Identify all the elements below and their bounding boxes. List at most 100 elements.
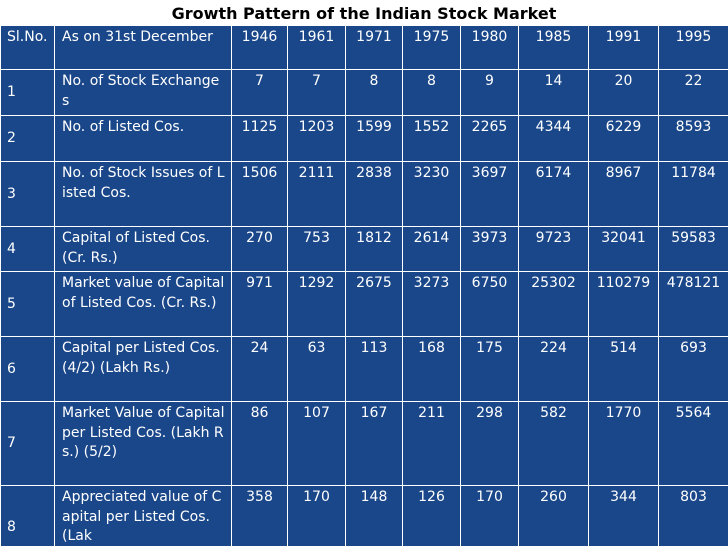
header-sl-no: Sl.No.	[0, 25, 55, 70]
table-cell: 168	[402, 336, 461, 402]
header-year-1961: 1961	[287, 25, 346, 70]
table-cell: 270	[231, 226, 288, 272]
row-sl-number: 2	[0, 115, 55, 162]
table-cell: 6174	[518, 161, 589, 227]
table-cell: 8967	[588, 161, 659, 227]
table-cell: 211	[402, 401, 461, 486]
table-cell: 260	[518, 485, 589, 546]
header-year-1991: 1991	[588, 25, 659, 70]
row-sl-number: 1	[0, 69, 55, 116]
row-sl-number: 5	[0, 271, 55, 337]
table-cell: 2838	[345, 161, 403, 227]
row-description: Market Value of Capital per Listed Cos. …	[54, 401, 232, 486]
row-description: Appreciated value of Capital per Listed …	[54, 485, 232, 546]
table-cell: 2675	[345, 271, 403, 337]
table-row: 7 Market Value of Capital per Listed Cos…	[0, 401, 728, 486]
row-sl-number: 4	[0, 226, 55, 272]
table-cell: 14	[518, 69, 589, 116]
table-cell: 1599	[345, 115, 403, 162]
table-cell: 3230	[402, 161, 461, 227]
table-cell: 6750	[460, 271, 519, 337]
table-row: 8 Appreciated value of Capital per Liste…	[0, 485, 728, 546]
table-cell: 582	[518, 401, 589, 486]
table-cell: 22	[658, 69, 728, 116]
table-cell: 1552	[402, 115, 461, 162]
table-cell: 25302	[518, 271, 589, 337]
table-cell: 5564	[658, 401, 728, 486]
table-cell: 224	[518, 336, 589, 402]
row-description: No. of Listed Cos.	[54, 115, 232, 162]
header-year-1980: 1980	[460, 25, 519, 70]
table-cell: 1812	[345, 226, 403, 272]
header-year-1995: 1995	[658, 25, 728, 70]
table-cell: 148	[345, 485, 403, 546]
table-cell: 32041	[588, 226, 659, 272]
table-row: 1 No. of Stock Exchanges 7 7 8 8 9 14 20…	[0, 69, 728, 116]
stock-market-table-container: Sl.No. As on 31st December 1946 1961 197…	[0, 25, 728, 546]
table-cell: 126	[402, 485, 461, 546]
table-cell: 753	[287, 226, 346, 272]
table-cell: 113	[345, 336, 403, 402]
row-description: No. of Stock Exchanges	[54, 69, 232, 116]
row-sl-number: 6	[0, 336, 55, 402]
table-cell: 170	[460, 485, 519, 546]
header-year-1946: 1946	[231, 25, 288, 70]
table-cell: 1292	[287, 271, 346, 337]
table-cell: 7	[287, 69, 346, 116]
stock-market-table: Sl.No. As on 31st December 1946 1961 197…	[0, 25, 728, 546]
table-cell: 110279	[588, 271, 659, 337]
table-cell: 3973	[460, 226, 519, 272]
row-sl-number: 3	[0, 161, 55, 227]
table-cell: 175	[460, 336, 519, 402]
table-cell: 2614	[402, 226, 461, 272]
table-cell: 298	[460, 401, 519, 486]
table-cell: 1770	[588, 401, 659, 486]
table-cell: 1506	[231, 161, 288, 227]
table-cell: 803	[658, 485, 728, 546]
table-cell: 344	[588, 485, 659, 546]
table-row: 2 No. of Listed Cos. 1125 1203 1599 1552…	[0, 115, 728, 162]
table-row: 6 Capital per Listed Cos. (4/2) (Lakh Rs…	[0, 336, 728, 402]
header-year-1985: 1985	[518, 25, 589, 70]
table-cell: 107	[287, 401, 346, 486]
header-description: As on 31st December	[54, 25, 232, 70]
table-cell: 478121	[658, 271, 728, 337]
table-cell: 1125	[231, 115, 288, 162]
table-cell: 2265	[460, 115, 519, 162]
table-cell: 4344	[518, 115, 589, 162]
table-cell: 693	[658, 336, 728, 402]
table-cell: 24	[231, 336, 288, 402]
table-cell: 8	[402, 69, 461, 116]
table-cell: 971	[231, 271, 288, 337]
table-cell: 8	[345, 69, 403, 116]
table-row: 4 Capital of Listed Cos. (Cr. Rs.) 270 7…	[0, 226, 728, 272]
table-cell: 63	[287, 336, 346, 402]
row-description: Market value of Capital of Listed Cos. (…	[54, 271, 232, 337]
table-cell: 2111	[287, 161, 346, 227]
table-cell: 3273	[402, 271, 461, 337]
table-cell: 59583	[658, 226, 728, 272]
table-cell: 6229	[588, 115, 659, 162]
table-cell: 9723	[518, 226, 589, 272]
table-header-row: Sl.No. As on 31st December 1946 1961 197…	[0, 25, 728, 70]
header-year-1971: 1971	[345, 25, 403, 70]
row-description: Capital per Listed Cos. (4/2) (Lakh Rs.)	[54, 336, 232, 402]
row-sl-number: 8	[0, 485, 55, 546]
document-title: Growth Pattern of the Indian Stock Marke…	[171, 4, 557, 23]
table-cell: 11784	[658, 161, 728, 227]
table-cell: 7	[231, 69, 288, 116]
table-cell: 170	[287, 485, 346, 546]
table-cell: 514	[588, 336, 659, 402]
table-cell: 1203	[287, 115, 346, 162]
table-row: 5 Market value of Capital of Listed Cos.…	[0, 271, 728, 337]
table-cell: 358	[231, 485, 288, 546]
table-cell: 167	[345, 401, 403, 486]
table-cell: 3697	[460, 161, 519, 227]
table-cell: 9	[460, 69, 519, 116]
row-sl-number: 7	[0, 401, 55, 486]
row-description: Capital of Listed Cos. (Cr. Rs.)	[54, 226, 232, 272]
table-row: 3 No. of Stock Issues of Listed Cos. 150…	[0, 161, 728, 227]
table-cell: 20	[588, 69, 659, 116]
header-year-1975: 1975	[402, 25, 461, 70]
table-cell: 8593	[658, 115, 728, 162]
